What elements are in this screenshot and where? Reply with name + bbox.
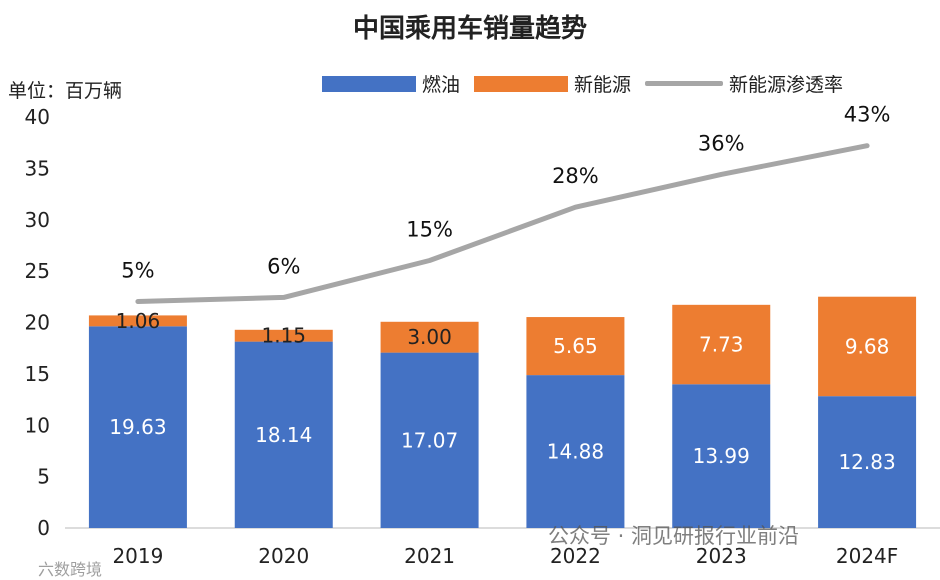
data-label-nev: 7.73 xyxy=(699,333,744,357)
penetration-label: 6% xyxy=(267,254,300,278)
legend-label-penetration: 新能源渗透率 xyxy=(729,74,844,96)
y-tick-label: 30 xyxy=(25,208,50,232)
penetration-line xyxy=(135,143,870,304)
x-tick-label: 2021 xyxy=(404,544,455,568)
bar-nev xyxy=(672,304,771,385)
bar-nev xyxy=(526,317,625,376)
y-tick-label: 10 xyxy=(25,413,50,437)
legend-item-penetration: 新能源渗透率 xyxy=(645,70,843,97)
x-tick-label: 2019 xyxy=(112,544,163,568)
x-tick-label: 2024F xyxy=(836,544,898,568)
data-label-fuel: 12.83 xyxy=(838,450,895,474)
y-tick-label: 15 xyxy=(25,362,50,386)
data-label-nev: 5.65 xyxy=(553,334,598,358)
data-label-fuel: 14.88 xyxy=(547,440,604,464)
legend-swatch-fuel xyxy=(322,75,416,92)
x-tick-label: 2020 xyxy=(258,544,309,568)
data-label-fuel: 19.63 xyxy=(109,415,166,439)
legend-swatch-nev xyxy=(474,75,569,92)
legend-label-nev: 新能源 xyxy=(574,74,632,96)
bar-fuel xyxy=(818,396,917,528)
data-label-nev: 1.15 xyxy=(261,324,306,348)
bar-fuel xyxy=(380,352,479,528)
bar-fuel xyxy=(672,384,771,528)
bar-nev xyxy=(818,296,917,397)
legend-item-fuel: 燃油 xyxy=(322,70,460,97)
bar-nev xyxy=(380,321,479,353)
x-tick-label: 2023 xyxy=(696,544,747,568)
legend-item-nev: 新能源 xyxy=(474,70,631,97)
data-label-nev: 1.06 xyxy=(116,309,161,333)
bar-nev xyxy=(88,315,187,327)
data-label-fuel: 18.14 xyxy=(255,423,312,447)
y-tick-label: 5 xyxy=(37,465,50,489)
penetration-label: 15% xyxy=(406,218,453,242)
data-label-fuel: 17.07 xyxy=(401,428,458,452)
data-label-nev: 9.68 xyxy=(845,334,890,358)
x-tick-label: 2022 xyxy=(550,544,601,568)
legend-swatch-penetration xyxy=(645,81,724,86)
y-tick-label: 40 xyxy=(25,105,50,129)
bar-fuel xyxy=(526,375,625,528)
penetration-label: 36% xyxy=(698,131,745,155)
penetration-label: 5% xyxy=(121,259,154,283)
legend: 燃油 新能源 新能源渗透率 xyxy=(322,70,857,97)
y-tick-label: 20 xyxy=(25,311,50,335)
data-label-nev: 3.00 xyxy=(407,325,452,349)
bar-nev xyxy=(234,329,333,342)
watermark-text: 公众号 · 洞见研报行业前沿 xyxy=(548,524,800,548)
y-tick-label: 35 xyxy=(25,156,50,180)
bar-fuel xyxy=(234,341,333,528)
data-label-fuel: 13.99 xyxy=(693,444,750,468)
penetration-label: 43% xyxy=(844,103,891,127)
unit-label: 单位：百万辆 xyxy=(8,80,123,102)
bar-fuel xyxy=(88,326,187,528)
chart-title: 中国乘用车销量趋势 xyxy=(352,14,587,44)
legend-label-fuel: 燃油 xyxy=(422,74,461,96)
watermark-corner: 六数跨境 xyxy=(38,560,103,579)
y-tick-label: 0 xyxy=(37,516,50,540)
penetration-label: 28% xyxy=(552,164,599,188)
y-tick-label: 25 xyxy=(25,259,50,283)
